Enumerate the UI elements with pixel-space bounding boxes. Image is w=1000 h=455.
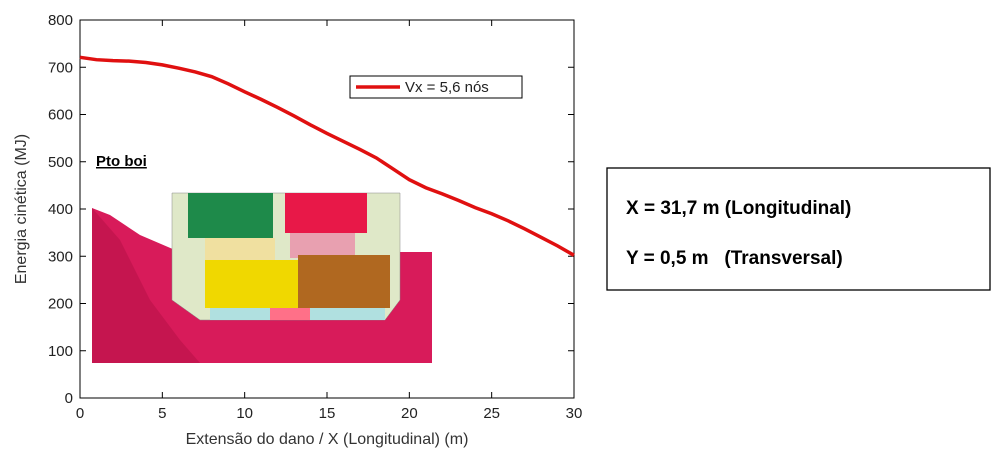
annotation: Pto boi	[96, 153, 147, 170]
chart: Pto boi Energia cinética (MJ) Extensão d…	[0, 0, 1000, 450]
page: {"chart_data": {"type": "line", "xlabel"…	[0, 0, 1000, 450]
y-tick-label: 100	[48, 343, 73, 360]
y-tick-label: 400	[48, 201, 73, 218]
x-axis-label: Extensão do dano / X (Longitudinal) (m)	[186, 431, 469, 448]
y-tick-label: 0	[65, 390, 73, 407]
y-tick-label: 300	[48, 248, 73, 265]
y-tick-label: 200	[48, 296, 73, 313]
x-tick-label: 10	[236, 405, 253, 422]
info-line: X = 31,7 m (Longitudinal)	[626, 198, 851, 219]
x-tick-label: 25	[483, 405, 500, 422]
info-line: Y = 0,5 m (Transversal)	[626, 248, 843, 269]
y-tick-label: 600	[48, 107, 73, 124]
y-tick-label: 800	[48, 12, 73, 29]
info-box	[607, 168, 990, 290]
x-tick-label: 15	[319, 405, 336, 422]
legend-label: Vx = 5,6 nós	[405, 79, 489, 96]
y-tick-label: 500	[48, 154, 73, 171]
y-axis-label: Energia cinética (MJ)	[13, 134, 30, 284]
y-tick-label: 700	[48, 59, 73, 76]
x-tick-label: 30	[566, 405, 583, 422]
x-tick-label: 20	[401, 405, 418, 422]
x-tick-label: 0	[76, 405, 84, 422]
inset-image	[92, 193, 432, 363]
x-tick-label: 5	[158, 405, 166, 422]
